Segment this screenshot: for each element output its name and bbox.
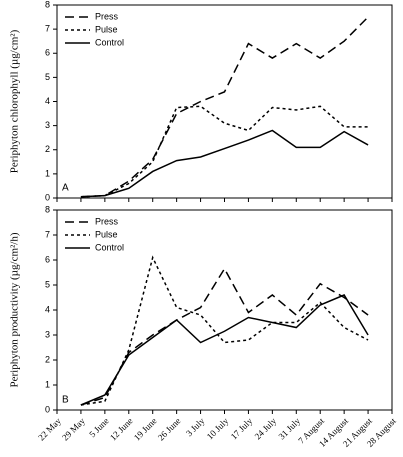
y-axis-label: Periphyton productivity (µg/cm²/h) [9,232,21,387]
y-tick-label: 5 [45,279,50,289]
x-tick-label: 22 May [36,415,63,442]
y-tick-label: 0 [45,404,50,414]
x-tick-label: 12 June [108,416,135,443]
y-tick-label: 6 [45,48,50,58]
y-tick-label: 0 [45,192,50,202]
legend-label: Press [95,11,119,21]
series-line [80,294,369,406]
plot-frame [56,209,393,411]
x-tick-label: 17 July [229,415,255,441]
series-line [80,129,369,198]
legend-label: Pulse [95,24,118,34]
y-tick-label: 5 [45,72,50,82]
y-tick-label: 6 [45,254,50,264]
y-tick-label: 8 [45,0,50,9]
y-tick-label: 2 [45,354,50,364]
x-tick-label: 3 July [184,415,207,438]
y-tick-label: 8 [45,204,50,214]
legend-label: Control [95,37,124,47]
x-tick-label: 10 July [205,415,231,441]
series-line [80,255,369,406]
series-line [80,105,369,198]
legend-label: Control [95,242,124,252]
y-tick-label: 2 [45,144,50,154]
y-axis-label: Periphyton chlorophyll (µg/cm²) [9,29,21,173]
y-tick-label: 3 [45,329,50,339]
y-tick-label: 7 [45,24,50,34]
panel-label: B [62,395,69,406]
legend-label: Press [95,216,119,226]
x-tick-label: 24 July [253,415,279,441]
y-tick-label: 4 [45,96,50,106]
y-tick-label: 7 [45,229,50,239]
y-tick-label: 3 [45,120,50,130]
series-line [80,16,369,198]
y-tick-label: 1 [45,379,50,389]
legend-label: Pulse [95,229,118,239]
y-tick-label: 4 [45,304,50,314]
x-tick-label: 29 May [60,415,87,442]
x-tick-label: 26 June [156,416,183,443]
panel-label: A [62,183,69,194]
series-line [80,267,369,406]
x-tick-label: 19 June [132,416,159,443]
y-tick-label: 1 [45,168,50,178]
